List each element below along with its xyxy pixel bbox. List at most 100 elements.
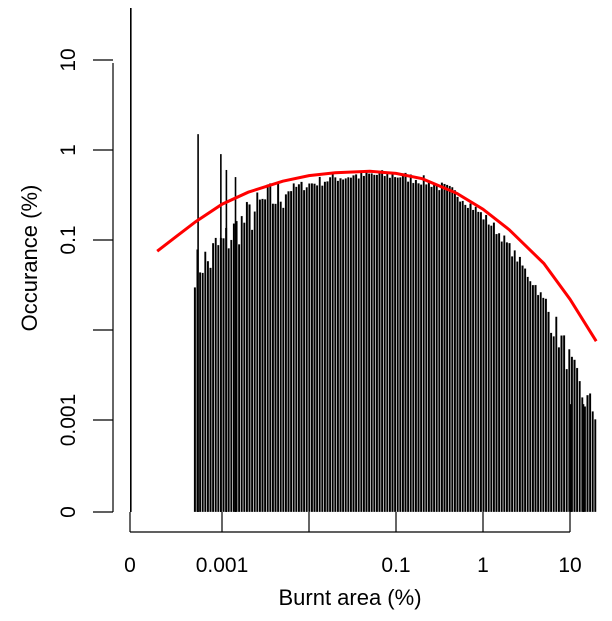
histogram-zero-bar [130,8,132,512]
histogram-bar [256,192,259,513]
histogram-spike [197,134,199,512]
histogram-bar [456,196,459,513]
histogram-bar [349,177,353,513]
histogram-bar [266,184,269,513]
histogram-bar [211,242,215,513]
histogram-bar [248,204,251,513]
histogram-bar [209,267,212,513]
bar-group [193,169,597,513]
histogram-bar [300,181,303,513]
histogram-bar [269,183,272,513]
histogram-bar [339,177,342,513]
histogram-bar [425,184,428,513]
histogram-bar [448,185,451,513]
histogram-bar [237,244,241,513]
histogram-bar [427,180,431,513]
histogram-bar [321,185,324,513]
histogram-bar [409,174,412,513]
histogram-bar [243,222,246,513]
histogram-bar [510,256,514,513]
histogram-bar [500,241,503,513]
histogram-bar [328,176,332,513]
histogram-bar [401,173,405,513]
histogram-bar [336,180,340,513]
histogram-bar [201,272,204,513]
histogram-bar [357,178,360,513]
histogram-bar [479,211,483,513]
x-tick-label: 1 [477,554,489,577]
histogram-bar [326,181,329,513]
histogram-bar [193,287,197,513]
histogram-bar [362,175,366,513]
x-axis-label: Burnt area (%) [278,585,421,610]
histogram-bar [557,347,561,513]
histogram-bar [417,183,420,513]
y-axis-label: Occurance (%) [17,185,42,332]
histogram-bar [508,242,511,513]
x-tick-label: 10 [558,554,581,577]
histogram-bar [591,411,594,513]
histogram-bar [542,297,545,513]
histogram-bar [562,335,566,513]
histogram-bar [334,177,337,513]
histogram-bar [430,186,433,513]
histogram-bar [469,203,472,513]
histogram-bar [258,199,262,513]
histogram-bar [432,184,436,513]
histogram-bar [388,177,392,513]
histogram-bar [565,368,568,513]
histogram-spike [570,404,572,512]
histogram-bar [222,238,225,513]
histogram-bar [406,181,410,513]
histogram-bar [497,232,501,513]
x-tick-label: 0 [124,554,136,577]
histogram-bar [360,171,363,513]
histogram-bar [352,175,355,513]
histogram-bar [458,201,462,513]
histogram-bar [284,194,288,513]
histogram-bar [365,171,368,513]
histogram-bar [404,172,407,513]
histogram-bar [549,332,553,513]
histogram-bar [287,190,290,513]
histogram-bar [492,222,496,513]
histogram-bar [344,178,347,513]
histogram-bar [529,280,532,513]
histogram-bar [513,250,516,513]
histogram-spike [220,154,222,513]
histogram-bar [414,179,418,513]
histogram-bar [399,177,402,513]
histogram-bar [263,199,267,513]
histogram-bar [347,176,350,513]
histogram-bar [378,172,381,513]
histogram-bar [227,248,230,513]
histogram-bar [482,219,485,513]
histogram-bar [445,184,449,513]
histogram-bar [313,183,316,513]
histogram-bar [503,235,506,513]
histogram-bar [453,189,457,513]
histogram-bar [297,183,301,513]
histogram-bar [323,181,327,513]
y-tick-label: 0.1 [57,225,80,254]
histogram-bar [521,265,524,513]
histogram-bar [198,272,202,513]
histogram-bar [422,174,425,513]
histogram-bar [386,172,389,513]
histogram-bar [544,298,548,513]
histogram-bar [289,190,293,513]
histogram-bar [370,173,373,513]
histogram-bar [393,176,397,513]
x-tick-label: 0.001 [196,554,249,577]
histogram-bar [440,182,444,513]
histogram-bar [276,182,280,513]
histogram-bar [464,204,467,513]
histogram-bar [341,179,345,513]
y-axis-ticks: 0 0.001 0.1 1 10 [57,48,113,518]
histogram-bars [130,8,597,513]
histogram-bar [474,206,477,513]
histogram-bar [245,201,249,513]
histogram-bar [214,237,217,513]
histogram-bar [516,261,519,513]
histogram-bar [594,419,597,513]
